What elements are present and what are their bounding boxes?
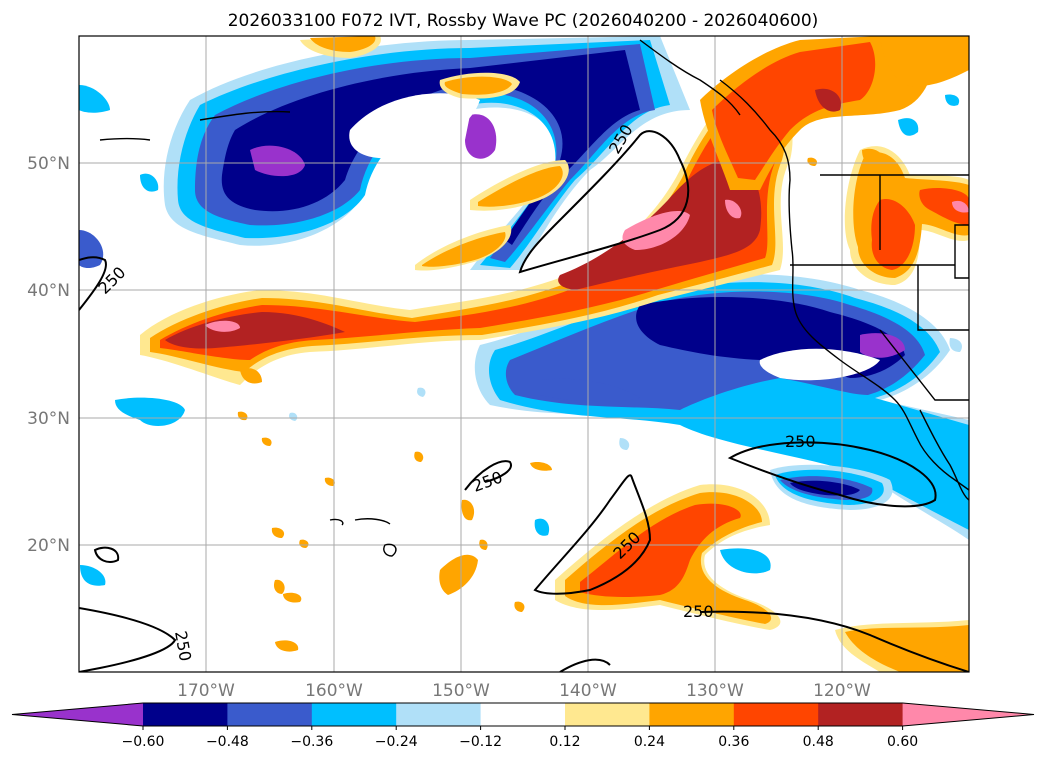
colorbar-segment [143, 703, 228, 726]
pos-low-north1 [310, 36, 376, 52]
colorbar: −0.60 −0.48 −0.36 −0.24 −0.12 0.12 0.24 0.36 0.4… [11, 702, 1035, 750]
lat-label: 40°N [27, 281, 70, 301]
positive-anomaly-fill [140, 36, 969, 672]
pos-dot-10 [439, 554, 478, 595]
lon-label: 160°W [305, 681, 363, 701]
colorbar-tick-label: 0.24 [634, 734, 665, 750]
neg-dot-8 [619, 438, 630, 450]
neg-dot-10 [289, 412, 298, 421]
neg-hole-band [759, 348, 880, 381]
map-layers: 250 250 250 250 250 250 250 [79, 36, 969, 672]
pos-strong-ar3 [725, 199, 742, 219]
lon-label: 140°W [559, 681, 617, 701]
neg-dot-9 [417, 387, 426, 397]
map-title: 2026033100 F072 IVT, Rossby Wave PC (202… [228, 11, 819, 31]
lon-label: 130°W [686, 681, 744, 701]
neg-weak-hole [349, 93, 480, 159]
negative-anomaly-fill [79, 36, 969, 586]
pos-high-bc [815, 88, 841, 112]
neg-strong-band [860, 333, 905, 358]
colorbar-tick-label: 0.60 [887, 734, 918, 750]
colorbar-tick-label: −0.24 [375, 734, 418, 750]
pos-dot-9 [299, 539, 309, 548]
contour-labels: 250 250 250 250 250 250 250 [94, 121, 815, 663]
colorbar-tick-label: 0.48 [803, 734, 834, 750]
pos-dot-16 [807, 157, 818, 166]
pos-dot-14 [275, 640, 299, 652]
colorbar-tick-label: 0.12 [549, 734, 580, 750]
neg-dot-2 [534, 518, 550, 536]
contour-label: 250 [683, 602, 714, 621]
colorbar-tick-label: −0.12 [459, 734, 502, 750]
pos-dot-17 [929, 639, 947, 662]
colorbar-segment [227, 703, 313, 726]
lon-label: 120°W [813, 681, 871, 701]
pos-dot-7 [461, 499, 475, 521]
neg-dot-5 [898, 118, 919, 136]
lon-label: 170°W [177, 681, 235, 701]
pos-strong-ar1 [205, 320, 240, 332]
colorbar-tick-label: −0.36 [290, 734, 333, 750]
lat-label: 20°N [27, 536, 70, 556]
colorbar-tick-label: 0.36 [718, 734, 749, 750]
lat-label: 30°N [27, 409, 70, 429]
pos-small-north [862, 148, 886, 170]
graticule [79, 36, 969, 672]
map-border [78, 35, 970, 673]
lon-label: 150°W [432, 681, 490, 701]
pos-mid-inland [871, 188, 969, 270]
neg-small-152 [140, 173, 159, 192]
neg-dot-4 [80, 565, 106, 586]
colorbar-segment [818, 703, 904, 726]
axis-labels: 170°W 160°W 150°W 140°W 130°W 120°W 50°N… [27, 154, 871, 701]
contour-label: 250 [785, 432, 816, 451]
colorbar-segment [565, 703, 650, 726]
pos-dot-6 [324, 477, 335, 486]
pos-dot-8 [271, 527, 285, 538]
pos-mid-ar [160, 100, 778, 360]
pos-dot-13 [283, 592, 302, 603]
neg-dot-7 [949, 338, 962, 352]
neg-west-edge [79, 85, 110, 113]
colorbar-extend-high [902, 703, 1034, 726]
pos-bc-north [880, 36, 969, 87]
colorbar-extend-low [12, 703, 143, 726]
pos-dot-12 [273, 579, 285, 594]
neg-band-tail [540, 378, 640, 402]
pos-dot-15 [514, 601, 525, 612]
lat-label: 50°N [27, 154, 70, 174]
neg-dot-6 [945, 94, 960, 106]
pos-low-arm2 [422, 232, 506, 267]
colorbar-segment [480, 703, 566, 726]
colorbar-segment [311, 703, 397, 726]
contour-250 [79, 130, 969, 672]
colorbar-tick-label: −0.60 [122, 734, 165, 750]
neg-dot-1 [115, 397, 185, 426]
pos-mid-bc [712, 42, 876, 180]
colorbar-segment [733, 703, 819, 726]
pos-dot-4 [414, 451, 424, 462]
colorbar-tick-label: −0.48 [206, 734, 249, 750]
neg-dot-3 [720, 548, 771, 574]
pos-dot-5 [530, 461, 552, 471]
colorbar-segment [396, 703, 482, 726]
pos-low-arm1 [478, 166, 563, 207]
pos-dot-1 [240, 368, 262, 384]
pos-low-ar [150, 91, 785, 372]
pos-strong-inland [952, 200, 969, 213]
colorbar-segment [649, 703, 735, 726]
neg-strong-spot2 [465, 114, 497, 159]
neg-strong-spot1 [250, 145, 305, 177]
pos-dot-3 [261, 437, 272, 446]
coastlines [99, 39, 969, 557]
